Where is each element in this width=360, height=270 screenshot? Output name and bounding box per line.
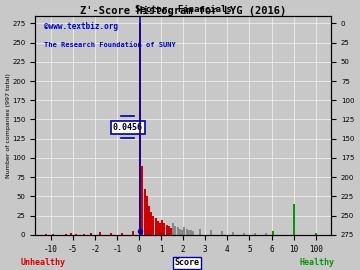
Bar — [159, 223, 161, 235]
Bar — [168, 227, 170, 235]
Bar — [170, 228, 172, 235]
Bar — [232, 232, 234, 235]
Bar — [146, 197, 148, 235]
Bar — [188, 230, 190, 235]
Bar — [144, 189, 145, 235]
Bar — [139, 23, 141, 235]
Bar — [121, 233, 123, 235]
Bar — [150, 212, 152, 235]
Text: ©www.textbiz.org: ©www.textbiz.org — [44, 22, 118, 31]
Bar — [192, 231, 194, 235]
Bar — [181, 230, 183, 235]
Bar — [157, 221, 159, 235]
Bar — [190, 230, 192, 235]
Bar — [199, 229, 201, 235]
Bar — [83, 234, 85, 235]
Bar — [148, 206, 150, 235]
Bar — [272, 231, 274, 235]
Bar — [154, 218, 157, 235]
Bar — [65, 234, 67, 235]
Bar — [221, 231, 223, 235]
Bar — [185, 229, 188, 235]
Bar — [254, 233, 256, 235]
Bar — [210, 230, 212, 235]
Bar — [141, 166, 143, 235]
Text: Healthy: Healthy — [299, 258, 334, 267]
Bar — [161, 220, 163, 235]
Bar — [111, 233, 112, 235]
Text: Unhealthy: Unhealthy — [21, 258, 66, 267]
Bar — [166, 225, 168, 235]
Bar — [163, 222, 165, 235]
Bar — [265, 233, 267, 235]
Y-axis label: Number of companies (997 total): Number of companies (997 total) — [5, 73, 10, 178]
Bar — [177, 227, 179, 235]
Bar — [99, 232, 101, 235]
Title: Z'-Score Histogram for LYG (2016): Z'-Score Histogram for LYG (2016) — [80, 6, 286, 16]
Bar — [293, 223, 295, 235]
Bar — [179, 229, 181, 235]
Bar — [75, 234, 77, 235]
Text: The Research Foundation of SUNY: The Research Foundation of SUNY — [44, 42, 176, 48]
Bar — [175, 226, 176, 235]
Text: Score: Score — [175, 258, 200, 267]
Text: Sector: Financials: Sector: Financials — [135, 5, 231, 15]
Bar — [132, 231, 135, 235]
Bar — [243, 233, 245, 235]
Bar — [69, 233, 72, 235]
Bar — [45, 234, 47, 235]
Bar — [183, 227, 185, 235]
Bar — [315, 233, 317, 235]
Bar — [172, 223, 174, 235]
Bar — [90, 233, 92, 235]
Bar — [152, 216, 154, 235]
Text: 0.0456: 0.0456 — [113, 123, 143, 132]
Bar — [52, 234, 54, 235]
Bar — [293, 204, 295, 235]
